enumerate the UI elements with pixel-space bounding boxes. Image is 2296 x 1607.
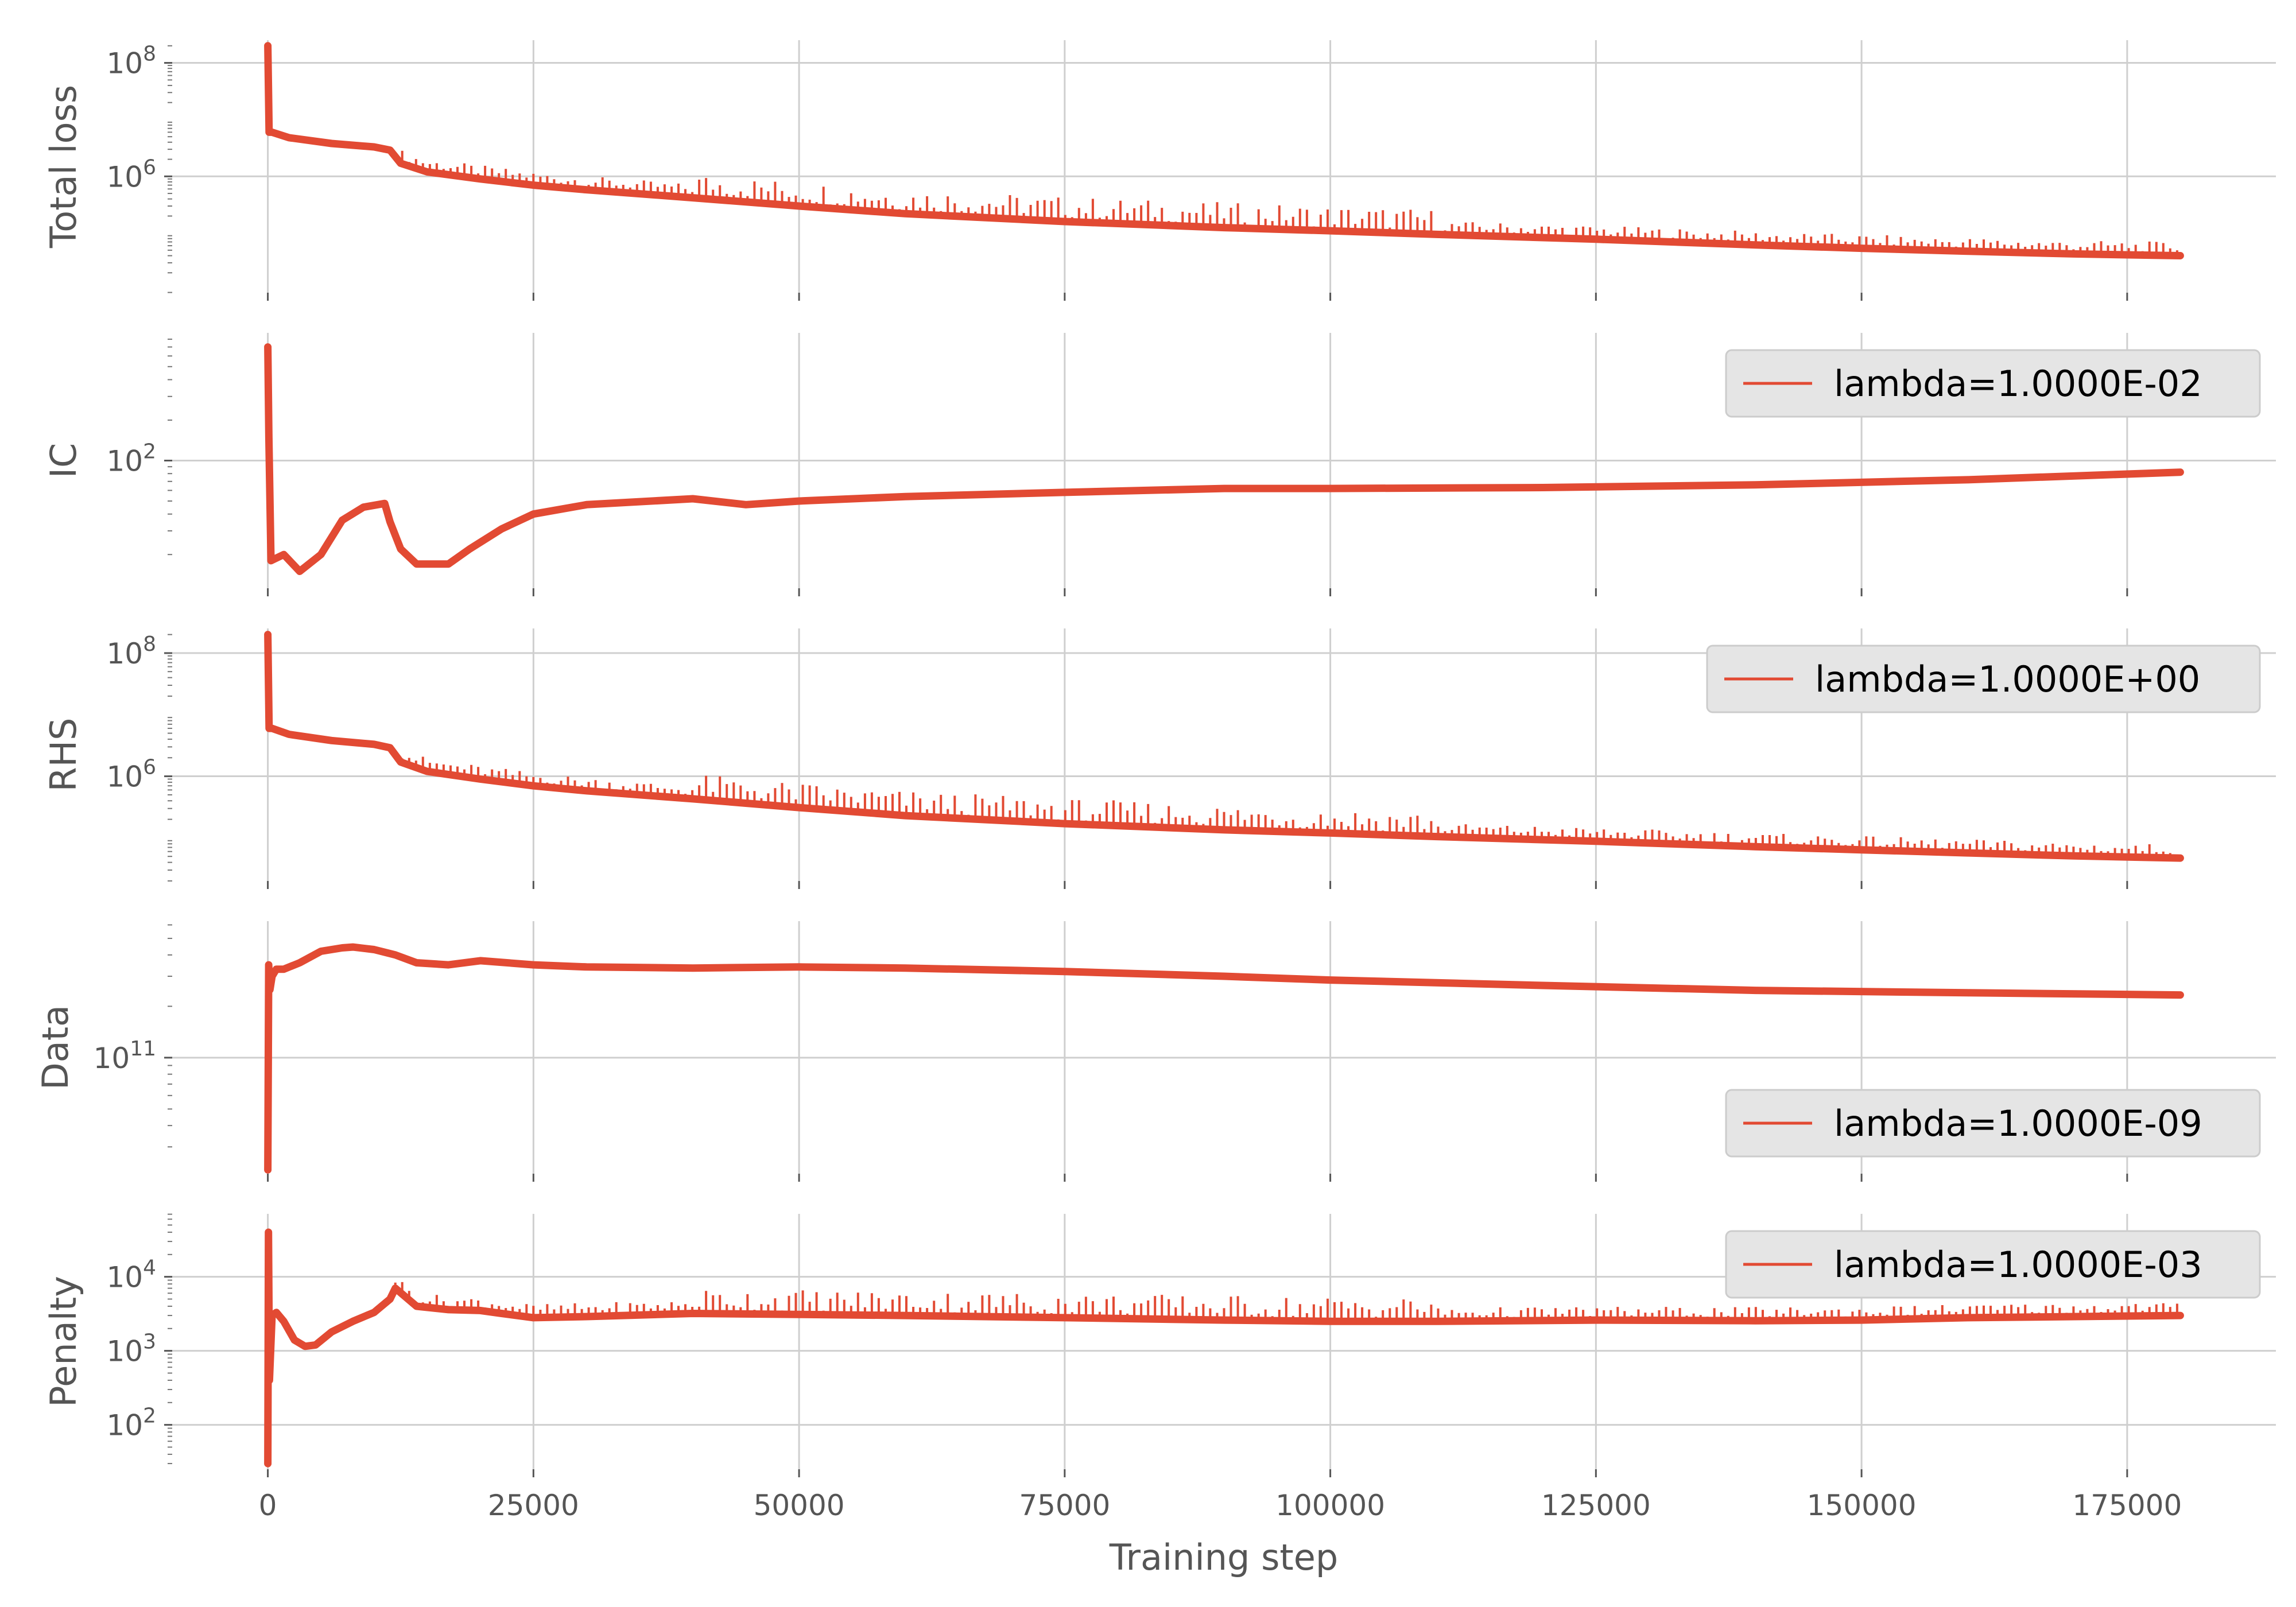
x-tick-label: 25000	[488, 1489, 579, 1522]
legend-box	[1706, 645, 2261, 713]
series-noise	[394, 150, 2178, 259]
legend: lambda=1.0000E-02	[1725, 349, 2261, 418]
y-tick-label: 108	[106, 632, 156, 670]
y-tick-label: 108	[106, 42, 156, 80]
x-axis-label: Training step	[1109, 1536, 1338, 1578]
legend: lambda=1.0000E-03	[1725, 1230, 2261, 1299]
subplot-5: 104 103 102 Penalty lambda=1.0000E-03	[42, 1213, 2276, 1477]
series-noise	[394, 751, 2178, 861]
subplot-2: 102 IC lambda=1.0000E-02	[42, 333, 2276, 596]
y-axis-label: Total loss	[42, 85, 84, 249]
legend-label: lambda=1.0000E-03	[1834, 1244, 2202, 1286]
legend: lambda=1.0000E+00	[1706, 645, 2261, 713]
legend: lambda=1.0000E-09	[1725, 1089, 2261, 1158]
y-tick-label: 102	[106, 440, 156, 478]
subplot-1: 108 106 Total loss	[42, 40, 2276, 301]
x-tick-label: 0	[259, 1489, 277, 1522]
y-tick-label: 106	[106, 156, 156, 193]
x-tick-label: 75000	[1019, 1489, 1110, 1522]
y-axis-label: Data	[34, 1005, 76, 1090]
series-line	[264, 343, 2184, 575]
legend-box	[1725, 349, 2261, 418]
legend-label: lambda=1.0000E+00	[1815, 658, 2200, 700]
subplot-4: 1011 Data lambda=1.0000E-09	[34, 921, 2276, 1182]
x-tick-label: 50000	[754, 1489, 845, 1522]
y-tick-label: 106	[106, 756, 156, 794]
y-axis-label: RHS	[42, 717, 84, 791]
legend-box	[1725, 1089, 2261, 1158]
y-tick-label: 103	[106, 1330, 156, 1368]
legend-box	[1725, 1230, 2261, 1299]
y-axis-label: IC	[42, 443, 84, 479]
legend-label: lambda=1.0000E-02	[1834, 363, 2202, 405]
x-tick-label: 100000	[1275, 1489, 1385, 1522]
y-tick-label: 104	[106, 1256, 156, 1294]
series-line	[264, 943, 2184, 1174]
y-tick-label: 1011	[94, 1037, 156, 1075]
y-tick-label: 102	[106, 1404, 156, 1442]
x-tick-label: 125000	[1541, 1489, 1651, 1522]
x-tick-label: 175000	[2072, 1489, 2182, 1522]
y-axis-label: Penalty	[42, 1276, 84, 1407]
subplot-3: 108 106 RHS lambda=1.0000E+00	[42, 628, 2276, 889]
legend-label: lambda=1.0000E-09	[1834, 1103, 2202, 1144]
x-tick-label: 150000	[1807, 1489, 1917, 1522]
series-noise	[394, 1282, 2178, 1325]
